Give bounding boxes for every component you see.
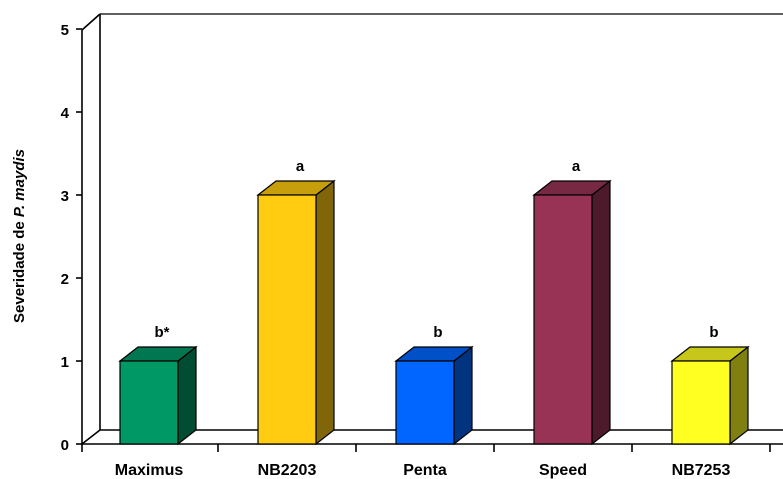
corner-top-diagonal xyxy=(81,13,101,31)
y-tick-label: 0 xyxy=(61,437,69,454)
data-label: a xyxy=(572,158,581,175)
data-label: b xyxy=(709,324,718,341)
corner-bottom-diagonal xyxy=(81,429,101,445)
data-label: b* xyxy=(155,324,170,341)
bar xyxy=(532,179,612,446)
x-tick-label: NB7253 xyxy=(672,462,731,479)
bar-front-face xyxy=(119,360,179,445)
bar-front-face xyxy=(395,360,455,445)
y-tick-label: 2 xyxy=(61,271,69,288)
bar-side-face xyxy=(177,345,197,446)
bar xyxy=(118,345,198,446)
bar-front-face xyxy=(671,360,731,445)
bar xyxy=(670,345,750,446)
x-axis-ticks: Maximus NB2203 Penta Speed NB7253 xyxy=(81,444,771,479)
data-label: b xyxy=(433,324,442,341)
y-axis-title-prefix: Severidade de xyxy=(11,217,28,323)
bar-side-face xyxy=(315,179,335,446)
y-tick-label: 3 xyxy=(61,188,69,205)
bar xyxy=(256,179,336,446)
bar-front-face xyxy=(533,194,593,445)
x-tick-label: Penta xyxy=(403,462,447,479)
bar-side-face xyxy=(729,345,749,446)
y-axis-title-species: P. maydis xyxy=(11,149,28,217)
data-label: a xyxy=(296,158,305,175)
y-axis-ticks: 0 1 2 3 4 5 xyxy=(61,22,82,454)
y-tick-label: 1 xyxy=(61,354,69,371)
x-tick-label: Maximus xyxy=(115,462,184,479)
bar xyxy=(394,345,474,446)
bar-side-face xyxy=(453,345,473,446)
y-axis-title: Severidade de P. maydis xyxy=(11,149,28,323)
x-tick-label: NB2203 xyxy=(258,462,317,479)
bar-side-face xyxy=(591,179,611,446)
bars-group xyxy=(118,179,750,446)
bar-front-face xyxy=(257,194,317,445)
data-labels-group: b* a b a b xyxy=(155,158,719,341)
y-tick-label: 5 xyxy=(61,22,69,39)
y-tick-label: 4 xyxy=(61,105,70,122)
x-tick-label: Speed xyxy=(539,462,587,479)
